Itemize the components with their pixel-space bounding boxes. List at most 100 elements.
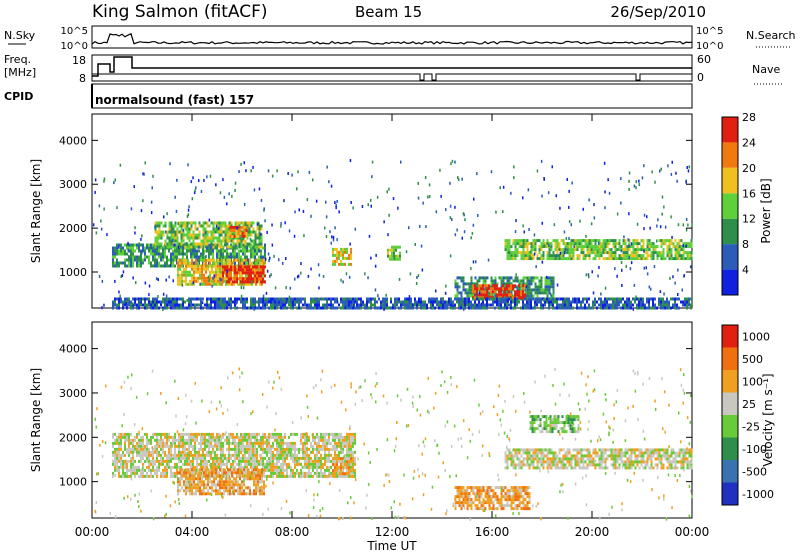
heatmap-cell bbox=[224, 224, 227, 228]
heatmap-cell bbox=[140, 249, 142, 253]
heatmap-cell bbox=[586, 248, 589, 252]
heatmap-cell bbox=[192, 444, 194, 448]
heatmap-cell bbox=[210, 300, 212, 304]
heatmap-cell bbox=[210, 230, 213, 234]
heatmap-cell bbox=[205, 276, 207, 280]
heatmap-cell bbox=[212, 459, 214, 463]
heatmap-cell bbox=[158, 233, 161, 237]
heatmap-cell bbox=[208, 243, 210, 247]
heatmap-cell bbox=[188, 233, 191, 237]
heatmap-cell bbox=[184, 242, 187, 246]
heatmap-cell bbox=[191, 273, 193, 277]
heatmap-cell bbox=[514, 293, 516, 297]
heatmap-cell bbox=[134, 471, 136, 475]
heatmap-cell bbox=[678, 306, 680, 310]
heatmap-cell bbox=[154, 450, 156, 454]
heatmap-cell bbox=[166, 300, 168, 304]
heatmap-cell bbox=[158, 459, 160, 463]
heatmap-cell bbox=[500, 287, 502, 291]
scatter-echo bbox=[297, 301, 300, 305]
heatmap-cell bbox=[520, 279, 523, 283]
heatmap-cell bbox=[658, 254, 661, 258]
heatmap-cell bbox=[224, 265, 226, 269]
scatter-echo bbox=[131, 302, 134, 306]
heatmap-cell bbox=[146, 432, 148, 436]
heatmap-cell bbox=[208, 447, 210, 451]
scatter-echo bbox=[495, 210, 497, 214]
scatter-echo bbox=[524, 288, 527, 292]
heatmap-cell bbox=[222, 221, 225, 225]
heatmap-cell bbox=[188, 432, 190, 436]
heatmap-cell bbox=[316, 303, 318, 307]
heatmap-cell bbox=[180, 224, 183, 228]
heatmap-cell bbox=[306, 306, 308, 310]
heatmap-cell bbox=[308, 303, 310, 307]
scatter-echo bbox=[336, 200, 338, 203]
heatmap-cell bbox=[304, 453, 306, 457]
scatter-echo bbox=[597, 241, 600, 245]
heatmap-cell bbox=[164, 252, 166, 256]
heatmap-cell bbox=[312, 438, 314, 442]
heatmap-cell bbox=[360, 303, 362, 307]
scatter-echo bbox=[627, 238, 629, 242]
heatmap-cell bbox=[207, 264, 209, 268]
heatmap-cell bbox=[220, 230, 223, 234]
heatmap-cell bbox=[204, 221, 207, 225]
heatmap-cell bbox=[148, 456, 150, 460]
heatmap-cell bbox=[562, 242, 565, 246]
heatmap-cell bbox=[116, 465, 118, 469]
scatter-echo bbox=[262, 294, 265, 298]
heatmap-cell bbox=[652, 306, 654, 310]
heatmap-cell bbox=[210, 450, 212, 454]
heatmap-cell bbox=[160, 255, 162, 259]
heatmap-cell bbox=[562, 239, 565, 243]
heatmap-cell bbox=[240, 462, 242, 466]
heatmap-cell bbox=[654, 248, 657, 252]
heatmap-cell bbox=[670, 248, 673, 252]
heatmap-cell bbox=[224, 438, 226, 442]
heatmap-cell bbox=[216, 438, 218, 442]
heatmap-cell bbox=[142, 303, 144, 307]
heatmap-cell bbox=[600, 248, 603, 252]
heatmap-cell bbox=[206, 306, 208, 310]
heatmap-cell bbox=[572, 297, 574, 301]
heatmap-cell bbox=[314, 441, 316, 445]
heatmap-cell bbox=[502, 287, 504, 291]
heatmap-cell bbox=[230, 435, 232, 439]
heatmap-cell bbox=[568, 303, 570, 307]
heatmap-cell bbox=[482, 303, 484, 307]
colorbar-segment bbox=[722, 167, 738, 194]
scatter-echo bbox=[152, 174, 154, 178]
heatmap-cell bbox=[270, 456, 272, 460]
scatter-echo bbox=[515, 219, 517, 223]
heatmap-cell bbox=[276, 303, 278, 307]
heatmap-cell bbox=[548, 282, 551, 286]
scatter-echo bbox=[119, 294, 121, 298]
heatmap-cell bbox=[186, 456, 188, 460]
heatmap-cell bbox=[652, 251, 655, 255]
scatter-echo bbox=[661, 195, 664, 199]
heatmap-cell bbox=[370, 300, 372, 304]
heatmap-cell bbox=[530, 276, 533, 280]
heatmap-cell bbox=[168, 450, 170, 454]
scatter-echo bbox=[139, 299, 141, 303]
heatmap-cell bbox=[566, 257, 569, 261]
heatmap-cell bbox=[223, 258, 225, 262]
heatmap-cell bbox=[395, 254, 397, 258]
heatmap-cell bbox=[213, 261, 215, 265]
heatmap-cell bbox=[177, 267, 179, 271]
heatmap-cell bbox=[128, 438, 130, 442]
heatmap-cell bbox=[209, 261, 211, 265]
heatmap-cell bbox=[474, 287, 476, 291]
scatter-echo bbox=[353, 303, 355, 307]
heatmap-cell bbox=[177, 270, 179, 274]
scatter-echo bbox=[287, 172, 289, 175]
heatmap-cell bbox=[266, 438, 268, 442]
heatmap-cell bbox=[142, 261, 144, 265]
heatmap-cell bbox=[142, 450, 144, 454]
heatmap-cell bbox=[164, 444, 166, 448]
heatmap-cell bbox=[130, 432, 132, 436]
heatmap-cell bbox=[182, 303, 184, 307]
heatmap-cell bbox=[272, 303, 274, 307]
heatmap-cell bbox=[580, 248, 583, 252]
